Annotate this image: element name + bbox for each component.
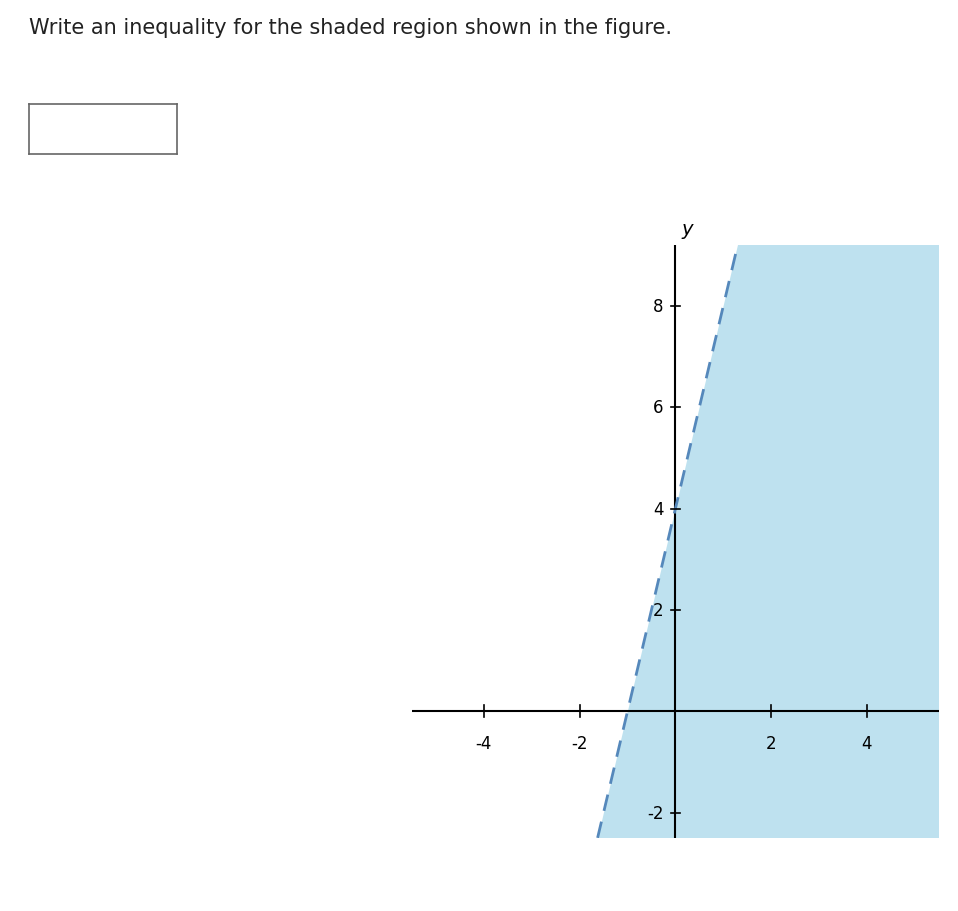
Text: 2: 2 bbox=[652, 601, 663, 619]
Polygon shape bbox=[598, 246, 939, 838]
Text: 2: 2 bbox=[765, 734, 777, 752]
Text: -2: -2 bbox=[647, 804, 663, 822]
Text: 4: 4 bbox=[862, 734, 872, 752]
Text: y: y bbox=[681, 220, 694, 239]
Text: Write an inequality for the shaded region shown in the figure.: Write an inequality for the shaded regio… bbox=[29, 18, 672, 38]
Text: 6: 6 bbox=[653, 399, 663, 417]
Text: -4: -4 bbox=[475, 734, 492, 752]
Text: 8: 8 bbox=[653, 298, 663, 316]
Text: 4: 4 bbox=[653, 500, 663, 518]
Text: -2: -2 bbox=[571, 734, 588, 752]
